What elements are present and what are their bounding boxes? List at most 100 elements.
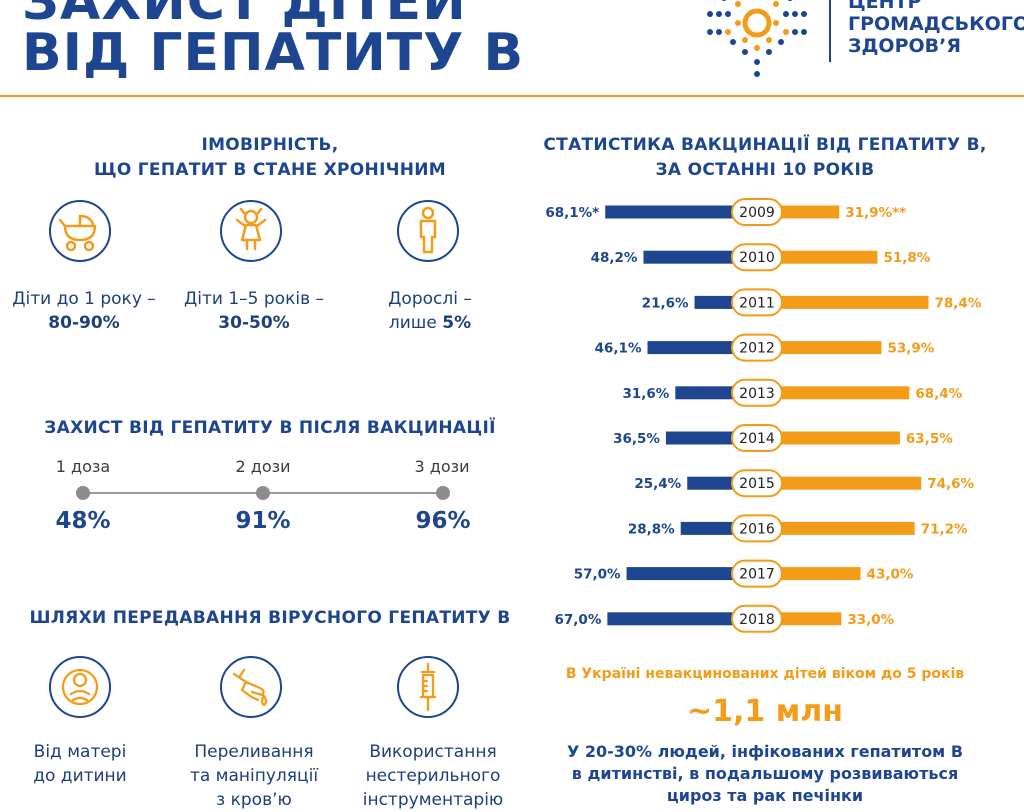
cirrhosis-note-line3: цироз та рак печінки <box>666 786 864 805</box>
transmission-blood-line1: Переливання <box>194 742 314 762</box>
cirrhosis-note: У 20-30% людей, інфікованих гепатитом В … <box>520 741 1010 807</box>
logo-line-3: ЗДОРОВ’Я <box>848 35 961 57</box>
logo-line-2: ГРОМАДСЬКОГО <box>848 13 1024 35</box>
chronic-title-line2: ЩО ГЕПАТИТ В СТАНЕ ХРОНІЧНИМ <box>93 160 447 180</box>
data-label-right-2017: 43,0% <box>867 567 914 583</box>
year-pill-2018 <box>731 604 783 633</box>
data-label-right-2015: 74,6% <box>927 476 974 492</box>
blood-hand-icon <box>220 656 282 718</box>
bar-left-2017 <box>626 567 736 581</box>
bar-right-2012 <box>778 341 882 355</box>
data-label-right-2014: 63,5% <box>906 431 953 447</box>
dose-3-label: 3 дози <box>414 457 470 476</box>
data-label-right-2011: 78,4% <box>935 295 982 311</box>
dose-2-value: 91% <box>235 508 291 534</box>
year-pill-2009 <box>731 198 783 226</box>
year-label-2015: 2015 <box>739 476 775 492</box>
cirrhosis-note-line1: У 20-30% людей, інфікованих гепатитом В <box>566 742 964 761</box>
data-label-left-2016: 28,8% <box>628 521 675 537</box>
data-label-left-2012: 46,1% <box>595 341 642 357</box>
bar-left-2014 <box>665 431 736 445</box>
data-label-right-2009: 31,9%** <box>845 205 906 221</box>
dose-3-value: 96% <box>415 508 471 534</box>
bar-left-2010 <box>643 250 736 264</box>
syringe-icon <box>397 656 459 718</box>
chronic-item-infants: Діти до 1 року – 80-90% <box>2 287 166 335</box>
year-label-2016: 2016 <box>739 521 775 537</box>
stats-title-line2: ЗА ОСТАННІ 10 РОКІВ <box>655 160 875 180</box>
chronic-item-adults-label: Дорослі – <box>388 289 472 309</box>
transmission-mother-child: Від матері до дитини <box>10 740 150 788</box>
bar-left-2013 <box>675 386 736 400</box>
bar-left-2016 <box>680 521 736 535</box>
chronic-item-children: Діти 1–5 років – 30-50% <box>172 287 336 335</box>
transmission-mother-child-line1: Від матері <box>33 742 127 762</box>
chronic-item-infants-label: Діти до 1 року – <box>12 289 156 309</box>
logo-line-1: ЦЕНТР <box>848 0 922 13</box>
year-label-2010: 2010 <box>739 250 775 266</box>
bar-right-2010 <box>778 250 878 264</box>
transmission-section-title: ШЛЯХИ ПЕРЕДАВАННЯ ВІРУСНОГО ГЕПАТИТУ В <box>29 608 511 628</box>
unvaccinated-count: ~1,1 млн <box>687 694 843 729</box>
baby-stroller-icon <box>49 200 111 262</box>
data-label-right-2012: 53,9% <box>887 341 934 357</box>
transmission-instruments-line2: нестерильного <box>365 766 501 786</box>
year-label-2017: 2017 <box>739 567 775 583</box>
transmission-instruments-line1: Використання <box>369 742 497 762</box>
year-label-2011: 2011 <box>739 295 775 311</box>
year-pill-2012 <box>731 333 783 362</box>
data-label-left-2010: 48,2% <box>591 250 638 266</box>
dose-1-dot <box>76 486 90 500</box>
chronic-item-adults-value: 5% <box>442 313 472 333</box>
chronic-item-adults: Дорослі – лише 5% <box>350 287 510 335</box>
mother-child-icon <box>49 656 111 718</box>
bar-right-2011 <box>778 295 929 309</box>
chronic-item-children-label: Діти 1–5 років – <box>183 289 324 309</box>
transmission-mother-child-line2: до дитини <box>33 766 127 786</box>
data-label-right-2013: 68,4% <box>915 386 962 402</box>
bar-right-2009 <box>778 205 840 219</box>
data-label-left-2015: 25,4% <box>634 476 681 492</box>
bar-left-2012 <box>647 341 736 355</box>
data-label-left-2017: 57,0% <box>574 567 621 583</box>
bar-right-2016 <box>778 521 915 535</box>
dose-3-dot <box>436 486 450 500</box>
adult-icon <box>397 200 459 262</box>
year-pill-2010 <box>731 243 783 272</box>
bar-left-2015 <box>687 476 736 490</box>
data-label-left-2009: 68,1%* <box>545 205 599 221</box>
transmission-instruments: Використання нестерильного інструментарі… <box>348 740 518 812</box>
chronic-item-infants-value: 80-90% <box>48 313 120 333</box>
unvaccinated-note: В Україні невакцинованих дітей віком до … <box>565 666 965 682</box>
data-label-left-2011: 21,6% <box>642 295 689 311</box>
bar-right-2015 <box>778 476 922 490</box>
transmission-blood-line2: та маніпуляції <box>189 766 319 786</box>
bar-right-2014 <box>778 431 900 445</box>
bar-left-2009 <box>605 205 736 219</box>
chronic-item-children-value: 30-50% <box>218 313 290 333</box>
bar-right-2018 <box>778 612 842 626</box>
year-label-2018: 2018 <box>739 612 775 628</box>
year-pill-2013 <box>731 378 783 407</box>
dose-timeline <box>76 486 450 500</box>
year-pill-2015 <box>731 469 783 498</box>
year-pill-2014 <box>731 424 783 452</box>
data-label-right-2010: 51,8% <box>883 250 930 266</box>
stats-section-title: СТАТИСТИКА ВАКЦИНАЦІЇ ВІД ГЕПАТИТУ В, ЗА… <box>520 133 1010 183</box>
year-label-2013: 2013 <box>739 386 775 402</box>
year-label-2012: 2012 <box>739 341 775 357</box>
data-label-left-2014: 36,5% <box>613 431 660 447</box>
chronic-title-line1: ІМОВІРНІСТЬ, <box>201 135 339 155</box>
cirrhosis-note-line2: в дитинстві, в подальшому розвиваються <box>571 764 959 783</box>
year-label-2014: 2014 <box>739 431 775 447</box>
year-pill-2016 <box>731 514 783 543</box>
logo-dots-icon <box>707 0 807 77</box>
logo-text: ЦЕНТР ГРОМАДСЬКОГО ЗДОРОВ’Я <box>848 0 1024 57</box>
chronic-section-title: ІМОВІРНІСТЬ, ЩО ГЕПАТИТ В СТАНЕ ХРОНІЧНИ… <box>40 133 500 183</box>
bar-left-2018 <box>607 612 736 626</box>
protection-section-title: ЗАХИСТ ВІД ГЕПАТИТУ В ПІСЛЯ ВАКЦИНАЦІЇ <box>44 418 496 438</box>
transmission-blood: Переливання та маніпуляції з кров’ю <box>174 740 334 812</box>
logo-mark <box>700 0 815 85</box>
logo-divider <box>829 0 831 62</box>
data-label-left-2018: 67,0% <box>555 612 602 628</box>
